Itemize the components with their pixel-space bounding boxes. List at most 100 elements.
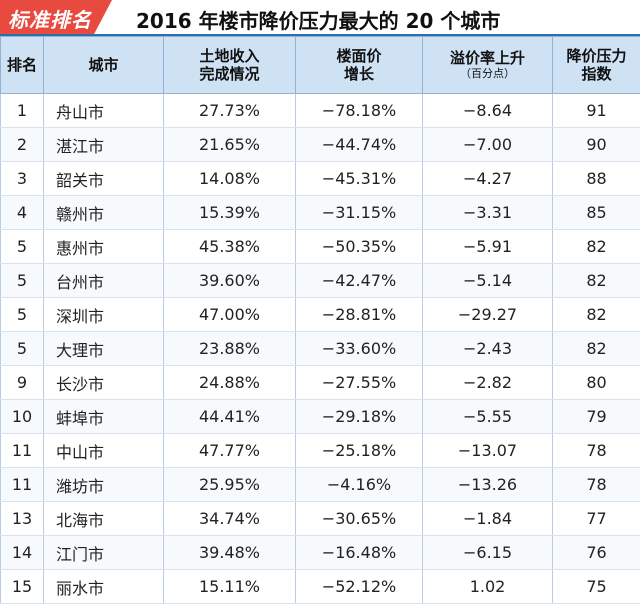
floor-price-cell: −78.18% (296, 94, 423, 128)
city-cell: 长沙市 (44, 366, 164, 400)
rank-cell: 5 (1, 298, 44, 332)
city-cell: 中山市 (44, 434, 164, 468)
pressure-index-cell: 78 (553, 468, 640, 502)
table-header-row: 排名 城市 土地收入 完成情况 楼面价 增长 溢价率上升（百分点） 降价压力 指… (1, 37, 640, 94)
floor-price-cell: −16.48% (296, 536, 423, 570)
city-cell: 惠州市 (44, 230, 164, 264)
land-income-cell: 45.38% (164, 230, 296, 264)
city-cell: 湛江市 (44, 128, 164, 162)
floor-price-cell: −33.60% (296, 332, 423, 366)
premium-rate-cell: 1.02 (423, 570, 553, 604)
rank-cell: 10 (1, 400, 44, 434)
land-income-cell: 47.77% (164, 434, 296, 468)
pressure-index-cell: 82 (553, 332, 640, 366)
premium-rate-cell: −5.55 (423, 400, 553, 434)
rank-cell: 2 (1, 128, 44, 162)
premium-rate-cell: −29.27 (423, 298, 553, 332)
land-income-cell: 44.41% (164, 400, 296, 434)
pressure-index-cell: 82 (553, 264, 640, 298)
rank-cell: 5 (1, 332, 44, 366)
floor-price-cell: −42.47% (296, 264, 423, 298)
premium-rate-cell: −5.14 (423, 264, 553, 298)
floor-price-cell: −31.15% (296, 196, 423, 230)
floor-price-cell: −4.16% (296, 468, 423, 502)
city-cell: 江门市 (44, 536, 164, 570)
pressure-index-cell: 75 (553, 570, 640, 604)
premium-rate-cell: −5.91 (423, 230, 553, 264)
rank-cell: 15 (1, 570, 44, 604)
land-income-cell: 23.88% (164, 332, 296, 366)
floor-price-cell: −30.65% (296, 502, 423, 536)
floor-price-cell: −28.81% (296, 298, 423, 332)
land-income-cell: 14.08% (164, 162, 296, 196)
logo-badge: 标准排名 (0, 0, 112, 34)
pressure-index-cell: 77 (553, 502, 640, 536)
floor-price-cell: −45.31% (296, 162, 423, 196)
pressure-index-cell: 88 (553, 162, 640, 196)
premium-rate-cell: −8.64 (423, 94, 553, 128)
land-income-cell: 25.95% (164, 468, 296, 502)
col-header-land-income: 土地收入 完成情况 (164, 37, 296, 94)
premium-rate-cell: −4.27 (423, 162, 553, 196)
rank-cell: 11 (1, 434, 44, 468)
premium-rate-cell: −2.43 (423, 332, 553, 366)
city-cell: 台州市 (44, 264, 164, 298)
pressure-index-cell: 76 (553, 536, 640, 570)
col-header-rank: 排名 (1, 37, 44, 94)
floor-price-cell: −29.18% (296, 400, 423, 434)
premium-rate-cell: −2.82 (423, 366, 553, 400)
rank-cell: 5 (1, 230, 44, 264)
land-income-cell: 39.60% (164, 264, 296, 298)
rank-cell: 4 (1, 196, 44, 230)
premium-rate-cell: −13.07 (423, 434, 553, 468)
land-income-cell: 15.39% (164, 196, 296, 230)
rank-cell: 9 (1, 366, 44, 400)
floor-price-cell: −25.18% (296, 434, 423, 468)
col-header-floor-price: 楼面价 增长 (296, 37, 423, 94)
premium-rate-cell: −13.26 (423, 468, 553, 502)
pressure-index-cell: 79 (553, 400, 640, 434)
premium-rate-cell: −7.00 (423, 128, 553, 162)
land-income-cell: 47.00% (164, 298, 296, 332)
land-income-cell: 21.65% (164, 128, 296, 162)
rank-cell: 5 (1, 264, 44, 298)
land-income-cell: 15.11% (164, 570, 296, 604)
floor-price-cell: −50.35% (296, 230, 423, 264)
pressure-index-cell: 82 (553, 298, 640, 332)
title-bar: 标准排名 2016 年楼市降价压力最大的 20 个城市 (0, 0, 640, 36)
land-income-cell: 27.73% (164, 94, 296, 128)
city-cell: 舟山市 (44, 94, 164, 128)
city-cell: 潍坊市 (44, 468, 164, 502)
city-cell: 赣州市 (44, 196, 164, 230)
pressure-index-cell: 90 (553, 128, 640, 162)
col-subheader-percent-points: （百分点） (425, 67, 550, 81)
pressure-index-cell: 85 (553, 196, 640, 230)
premium-rate-cell: −1.84 (423, 502, 553, 536)
city-cell: 北海市 (44, 502, 164, 536)
col-header-city: 城市 (44, 37, 164, 94)
rank-cell: 11 (1, 468, 44, 502)
floor-price-cell: −27.55% (296, 366, 423, 400)
pressure-index-cell: 78 (553, 434, 640, 468)
pressure-index-cell: 80 (553, 366, 640, 400)
city-cell: 蚌埠市 (44, 400, 164, 434)
rank-cell: 1 (1, 94, 44, 128)
land-income-cell: 39.48% (164, 536, 296, 570)
ranking-table: 排名 城市 土地收入 完成情况 楼面价 增长 溢价率上升（百分点） 降价压力 指… (0, 36, 640, 604)
rank-cell: 14 (1, 536, 44, 570)
